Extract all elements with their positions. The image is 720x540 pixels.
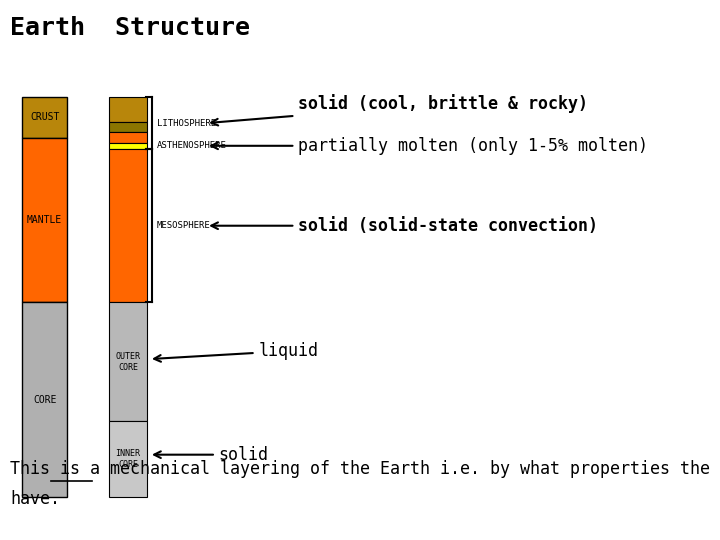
Text: Earth  Structure: Earth Structure: [10, 16, 250, 40]
Text: OUTER
CORE: OUTER CORE: [115, 352, 140, 372]
Bar: [22, 138, 67, 302]
Text: LITHOSPHERE: LITHOSPHERE: [156, 119, 215, 127]
Text: MANTLE: MANTLE: [27, 215, 63, 225]
Bar: [109, 302, 147, 421]
Bar: [109, 132, 147, 143]
Bar: [109, 97, 147, 122]
Text: CORE: CORE: [33, 395, 56, 404]
Bar: [109, 143, 147, 148]
Bar: [22, 302, 67, 497]
Text: partially molten (only 1-5% molten): partially molten (only 1-5% molten): [211, 137, 648, 155]
Text: CRUST: CRUST: [30, 112, 60, 123]
Text: ASTHENOSPHERE: ASTHENOSPHERE: [156, 141, 226, 150]
Text: have.: have.: [10, 490, 60, 508]
Text: solid (cool, brittle & rocky): solid (cool, brittle & rocky): [211, 94, 588, 125]
Bar: [22, 97, 67, 138]
Bar: [109, 122, 147, 132]
Text: solid: solid: [154, 446, 269, 464]
Text: solid (solid-state convection): solid (solid-state convection): [211, 217, 598, 235]
Text: MESOSPHERE: MESOSPHERE: [156, 221, 210, 230]
Bar: [109, 148, 147, 302]
Bar: [109, 421, 147, 497]
Text: INNER
CORE: INNER CORE: [115, 449, 140, 469]
Text: liquid: liquid: [154, 342, 318, 362]
Text: This is a mechanical layering of the Earth i.e. by what properties the layers: This is a mechanical layering of the Ear…: [10, 460, 720, 478]
